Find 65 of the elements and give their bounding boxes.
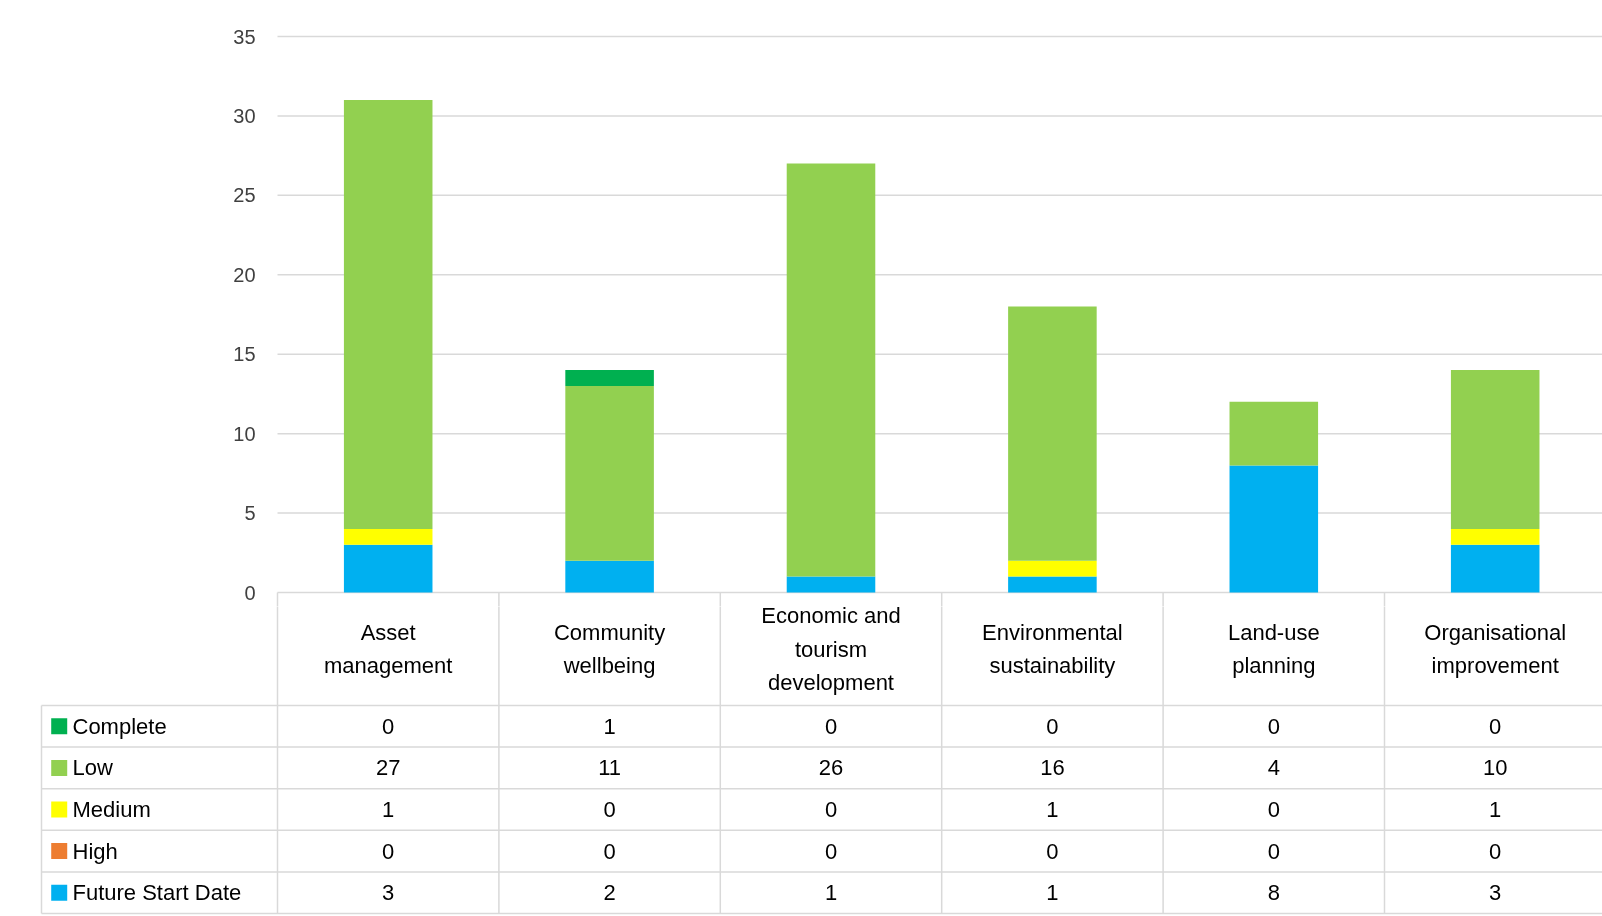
y-tick-label: 20 bbox=[233, 263, 256, 286]
data-label: 0 bbox=[1267, 713, 1280, 739]
bar bbox=[565, 385, 654, 561]
data-label: 16 bbox=[1040, 755, 1065, 781]
bar bbox=[1450, 370, 1540, 529]
bar bbox=[786, 163, 876, 577]
data-label: 8 bbox=[1267, 880, 1280, 906]
data-label: 10 bbox=[1482, 755, 1508, 781]
legend-label: Low bbox=[72, 755, 113, 781]
bar bbox=[1450, 528, 1540, 545]
data-label: 3 bbox=[382, 880, 395, 906]
legend-label: High bbox=[72, 838, 118, 864]
bar bbox=[786, 576, 876, 593]
data-label: 0 bbox=[382, 838, 395, 864]
y-tick-label: 0 bbox=[244, 581, 256, 604]
bar bbox=[565, 560, 654, 593]
x-tick-label: Organisational improvement bbox=[1424, 619, 1567, 679]
x-tick-label: Land-use planning bbox=[1227, 619, 1320, 679]
data-label: 1 bbox=[1489, 797, 1502, 822]
data-label: 0 bbox=[1489, 713, 1502, 739]
bar bbox=[1008, 560, 1097, 577]
data-label: 0 bbox=[824, 713, 838, 739]
bar bbox=[1229, 465, 1319, 593]
bar bbox=[1008, 306, 1097, 561]
data-label: 0 bbox=[1046, 713, 1059, 739]
y-tick-label: 5 bbox=[244, 502, 256, 525]
y-tick-label: 25 bbox=[233, 184, 256, 207]
data-label: 0 bbox=[1267, 797, 1280, 822]
x-tick-label: Asset management bbox=[323, 619, 453, 679]
data-label: 0 bbox=[824, 838, 838, 864]
data-label: 0 bbox=[1489, 838, 1502, 864]
x-tick-label: Economic and tourism development bbox=[761, 602, 901, 696]
y-tick-label: 10 bbox=[233, 422, 256, 445]
y-tick-label: 35 bbox=[233, 25, 256, 48]
bar bbox=[1008, 576, 1097, 593]
x-tick-label: Community wellbeing bbox=[553, 619, 666, 679]
y-tick-label: 15 bbox=[233, 343, 256, 366]
data-label: 1 bbox=[603, 713, 616, 739]
data-label: 26 bbox=[818, 755, 844, 781]
data-label: 0 bbox=[382, 713, 395, 739]
data-label: 2 bbox=[603, 880, 616, 906]
data-label: 0 bbox=[603, 838, 616, 864]
data-label: 4 bbox=[1267, 755, 1280, 781]
y-tick-label: 30 bbox=[233, 104, 256, 127]
bar bbox=[343, 528, 433, 545]
data-label: 1 bbox=[824, 880, 838, 906]
data-label: 11 bbox=[598, 755, 622, 781]
bar bbox=[343, 100, 433, 529]
data-label: 0 bbox=[824, 797, 838, 822]
bar bbox=[1450, 544, 1540, 593]
data-label: 1 bbox=[1046, 880, 1059, 906]
legend-label: Medium bbox=[72, 797, 151, 822]
data-label: 27 bbox=[375, 755, 401, 781]
bar bbox=[565, 370, 654, 386]
data-label: 1 bbox=[1046, 797, 1059, 822]
legend-label: Future Start Date bbox=[72, 880, 242, 906]
data-label: 0 bbox=[1267, 838, 1280, 864]
bar bbox=[1229, 401, 1319, 466]
data-label: 0 bbox=[603, 797, 616, 822]
legend-label: Complete bbox=[72, 713, 167, 739]
bar bbox=[343, 544, 433, 593]
data-label: 1 bbox=[382, 797, 395, 822]
x-tick-label: Environmental sustainability bbox=[982, 619, 1123, 679]
data-label: 0 bbox=[1046, 838, 1059, 864]
data-label: 3 bbox=[1489, 880, 1502, 906]
